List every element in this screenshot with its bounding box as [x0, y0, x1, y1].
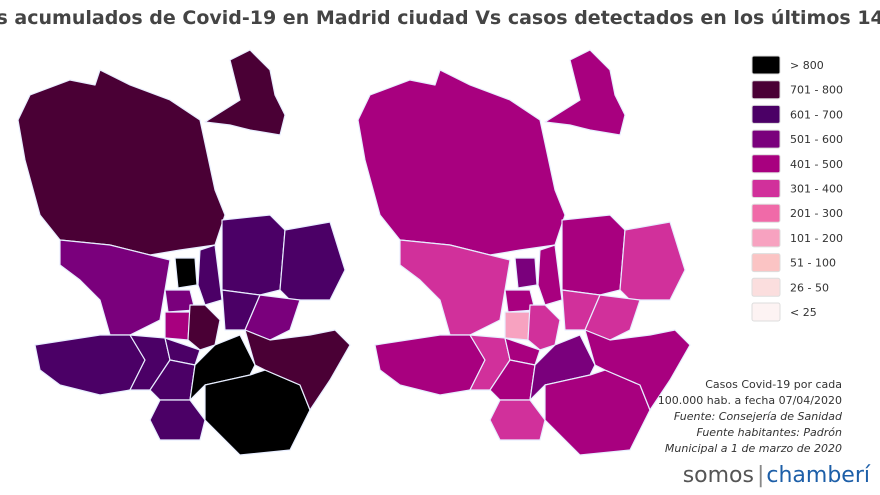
legend-swatch	[751, 129, 781, 149]
title: Casos acumulados de Covid-19 en Madrid c…	[0, 7, 880, 29]
legend-label: < 25	[790, 306, 817, 319]
legend-label: 201 - 300	[790, 207, 843, 220]
legend-swatch	[751, 104, 781, 124]
legend-label: 26 - 50	[790, 281, 829, 294]
legend-label: 301 - 400	[790, 183, 843, 196]
legend-swatch	[751, 203, 781, 223]
legend-swatch	[751, 55, 781, 75]
legend-swatch	[751, 179, 781, 198]
legend-swatch	[751, 154, 781, 174]
legend-swatch	[751, 80, 781, 100]
notes: Casos Covid-19 por cada 100.000 hab. a fe…	[658, 378, 843, 455]
legend-label: 51 - 100	[790, 257, 836, 270]
note-line: Municipal a 1 de marzo de 2020	[665, 442, 842, 455]
note-line: Fuente: Consejería de Sanidad	[674, 410, 843, 423]
logo: somos |chamberí	[683, 463, 871, 488]
legend-label: > 800	[790, 59, 824, 72]
legend-swatch	[751, 302, 781, 322]
legend-label: 401 - 500	[790, 158, 843, 171]
map-left	[17, 49, 351, 456]
note-line: Fuente habitantes: Padrón	[696, 426, 842, 439]
legend-swatch	[751, 228, 781, 248]
legend-label: 701 - 800	[790, 84, 843, 97]
legend: > 800 701 - 800 601 - 700 501 - 600 401 - 50…	[751, 55, 843, 322]
legend-swatch	[751, 277, 781, 297]
logo-left: somos	[683, 463, 754, 488]
legend-label: 501 - 600	[790, 133, 843, 146]
note-line: Casos Covid-19 por cada	[705, 378, 842, 391]
logo-right: chamberí	[766, 463, 870, 488]
map-right	[357, 49, 691, 456]
legend-label: 601 - 700	[790, 108, 843, 121]
legend-swatch	[751, 253, 781, 273]
note-line: 100.000 hab. a fecha 07/04/2020	[658, 394, 842, 407]
legend-label: 101 - 200	[790, 232, 843, 245]
